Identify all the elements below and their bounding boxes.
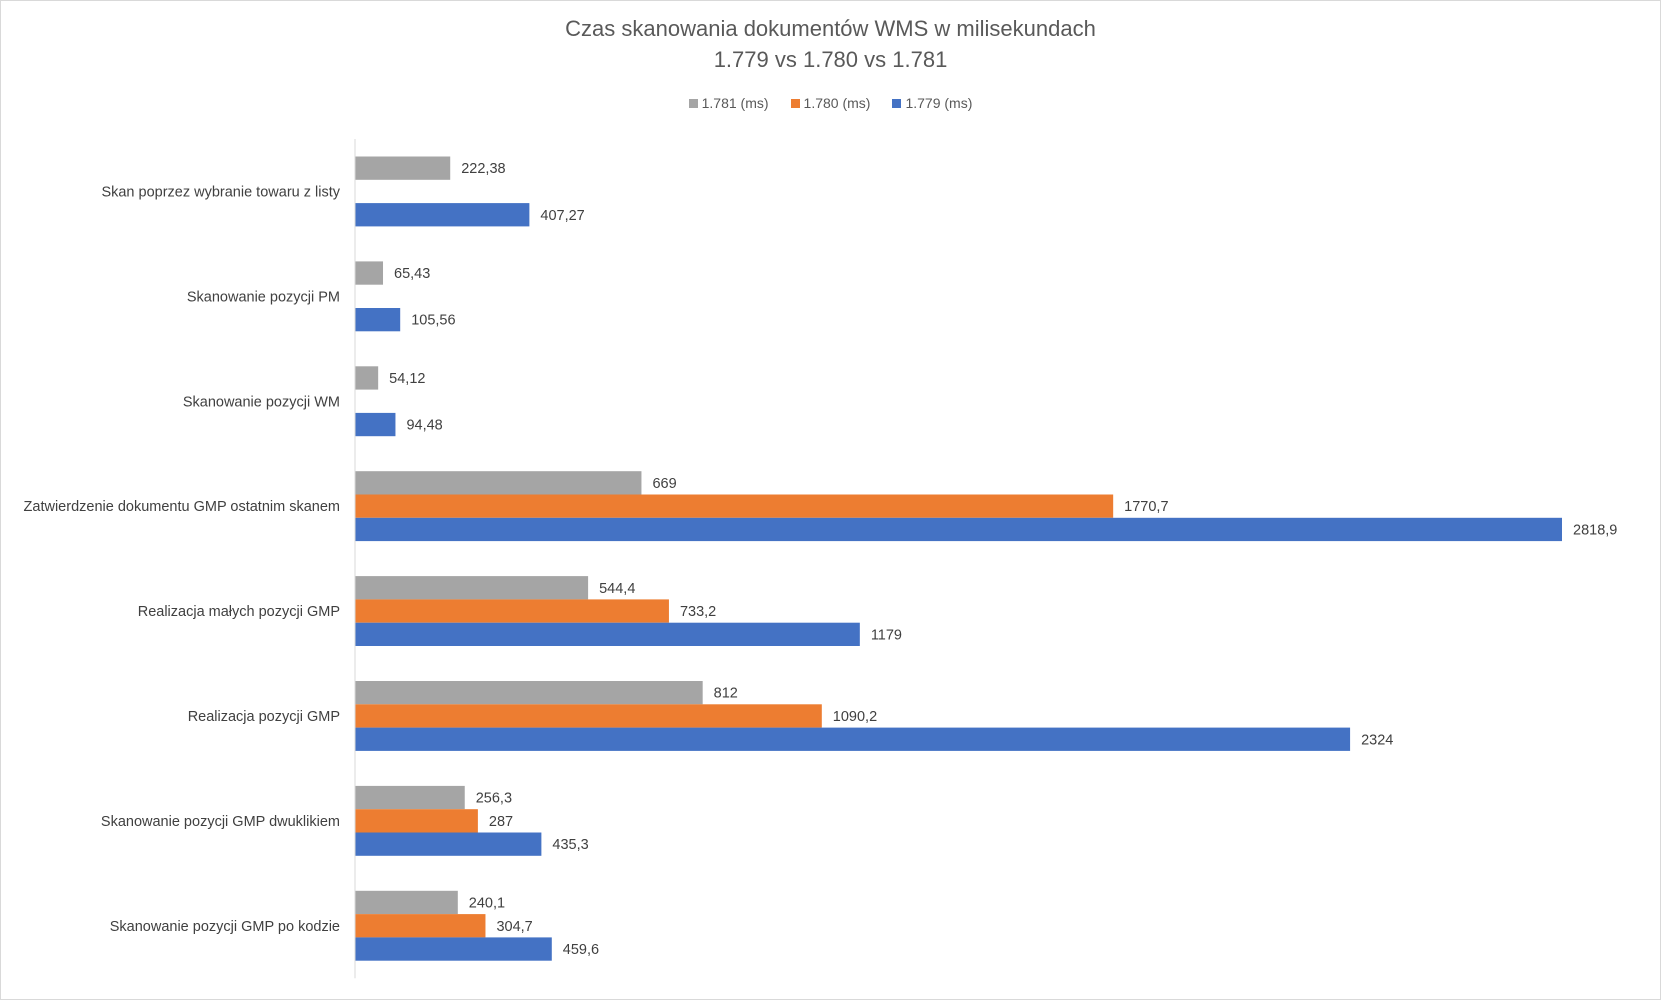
- data-label: 1179: [871, 627, 902, 643]
- category-label: Skanowanie pozycji WM: [183, 394, 340, 410]
- data-label: 256,3: [476, 791, 512, 807]
- legend: 1.781 (ms) 1.780 (ms) 1.779 (ms): [0, 95, 1661, 111]
- data-label: 435,3: [552, 837, 588, 853]
- bar: [355, 261, 384, 285]
- data-label: 287: [489, 814, 513, 830]
- legend-swatch: [892, 98, 902, 108]
- legend-label: 1.780 (ms): [803, 95, 871, 111]
- bar: [355, 156, 451, 180]
- category-label: Realizacja pozycji GMP: [188, 709, 340, 725]
- data-label: 812: [714, 686, 738, 702]
- legend-label: 1.781 (ms): [701, 95, 769, 111]
- category-label: Skanowanie pozycji GMP po kodzie: [110, 919, 340, 935]
- bar: [355, 412, 396, 437]
- bar: [355, 727, 1351, 751]
- category-label: Skanowanie pozycji GMP dwuklikiem: [101, 814, 340, 830]
- data-label: 94,48: [406, 418, 442, 434]
- bar: [355, 785, 465, 810]
- bar: [355, 494, 1114, 518]
- legend-swatch: [688, 98, 698, 108]
- bar: [355, 517, 1562, 542]
- data-label: 54,12: [389, 371, 425, 387]
- bar: [355, 366, 379, 390]
- data-label: 544,4: [599, 581, 635, 597]
- bar: [355, 471, 642, 495]
- bar: [355, 681, 703, 705]
- bar: [355, 203, 530, 227]
- legend-item: 1.780 (ms): [790, 95, 871, 111]
- data-label: 2818,9: [1573, 522, 1617, 538]
- bar: [355, 809, 478, 833]
- data-label: 459,6: [563, 942, 599, 958]
- legend-label: 1.779 (ms): [905, 95, 973, 111]
- bar: [355, 599, 669, 623]
- bar: [355, 937, 552, 961]
- data-label: 407,27: [540, 208, 584, 224]
- bar: [355, 308, 401, 332]
- category-label: Skan poprzez wybranie towaru z listy: [101, 184, 340, 200]
- bar: [355, 832, 542, 856]
- chart-subtitle: 1.779 vs 1.780 vs 1.781: [713, 47, 948, 72]
- data-label: 65,43: [394, 266, 430, 282]
- data-label: 240,1: [469, 895, 505, 911]
- chart-title: Czas skanowania dokumentów WMS w milisek…: [565, 16, 1096, 41]
- data-label: 1770,7: [1124, 499, 1168, 515]
- data-label: 733,2: [680, 604, 716, 620]
- bar: [355, 914, 486, 938]
- data-label: 1090,2: [833, 709, 877, 725]
- bar: [355, 576, 589, 600]
- category-label: Skanowanie pozycji PM: [187, 289, 340, 305]
- legend-item: 1.781 (ms): [688, 95, 769, 111]
- data-label: 304,7: [496, 919, 532, 935]
- data-label: 2324: [1361, 732, 1393, 748]
- legend-item: 1.779 (ms): [892, 95, 972, 111]
- legend-swatch: [790, 98, 800, 108]
- bar: [355, 704, 822, 728]
- bar: [355, 890, 458, 915]
- data-label: 105,56: [411, 313, 455, 329]
- data-label: 222,38: [461, 161, 505, 177]
- data-label: 669: [652, 476, 676, 492]
- category-label: Realizacja małych pozycji GMP: [138, 604, 340, 620]
- category-label: Zatwierdzenie dokumentu GMP ostatnim ska…: [24, 499, 340, 515]
- bar: [355, 622, 860, 646]
